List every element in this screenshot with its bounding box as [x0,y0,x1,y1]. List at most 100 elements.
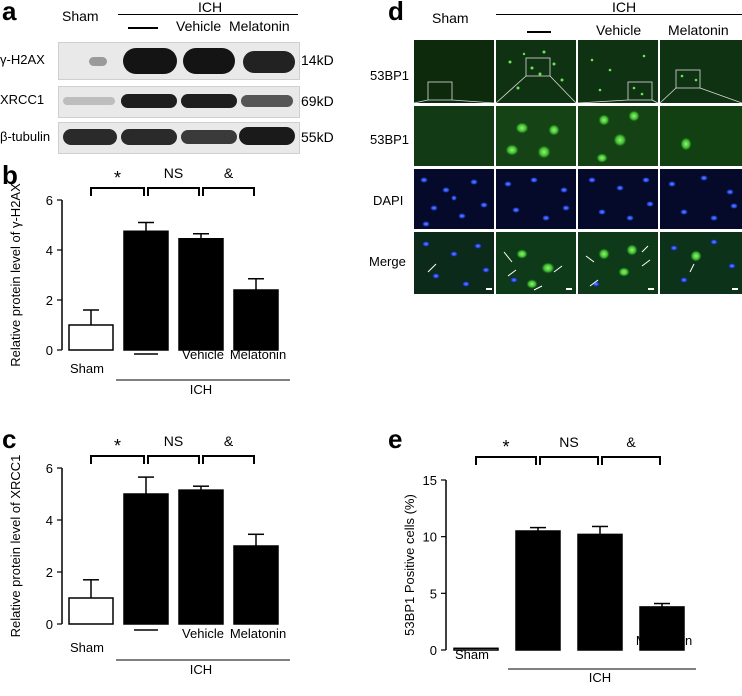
bar [233,289,279,351]
blot-strip-tubulin [58,122,300,154]
bar [453,647,499,651]
group-label: ICH [589,670,611,685]
micro-melatonin-label: Melatonin [668,22,729,38]
y-tick-label: 0 [46,617,53,632]
significance-bracket [539,456,599,465]
significance-label: NS [164,433,183,449]
blue-nuclei [420,175,738,287]
y-tick-label: 2 [46,293,53,308]
wb-row-label: γ-H2AX [0,52,45,67]
significance-bracket [147,455,200,464]
panel-letter-c: c [2,424,17,454]
y-tick-label: 0 [46,343,53,358]
bar-chart-e: 0 5 10 15 53BP1 Positive cells (%) * NS & Sham Ve… [402,434,696,685]
significance-label: * [114,168,121,188]
scale-bars [486,288,738,290]
wb-row-label: β-tubulin [0,129,51,144]
bar [178,489,224,625]
bar [123,493,169,625]
significance-bracket [90,187,145,196]
merge-green-nuclei [516,244,702,289]
y-tick-label: 6 [46,461,53,476]
wb-kd-label: 14kD [301,52,334,68]
significance-bracket [202,187,255,196]
x-category-label: Sham [70,361,104,376]
significance-label: NS [164,165,183,181]
bar-chart-b: 0 2 4 6 Relative protein level of γ-H2AX * NS &… [8,165,290,397]
bar [68,324,114,351]
bar [515,530,561,651]
blot-strip-xrcc1 [58,86,300,118]
wb-kd-label: 69kD [301,93,334,109]
micro-tiles [414,40,742,294]
grid-separators [414,40,742,294]
significance-bracket [90,455,145,464]
bar [123,230,169,351]
micro-sham-label: Sham [432,10,469,26]
y-axis-label: 53BP1 Positive cells (%) [402,494,417,636]
wb-melatonin-label: Melatonin [229,18,290,34]
significance-bracket [475,456,537,465]
bar [68,597,114,625]
y-axis-label: Relative protein level of XRCC1 [8,455,23,638]
y-tick-label: 4 [46,243,53,258]
x-category-label: Vehicle [182,347,224,362]
blot-strip-h2ax [58,42,300,80]
panel-letter-a: a [2,0,17,26]
wb-vehicle-label: Vehicle [176,18,222,34]
significance-label: * [502,437,509,457]
wb-row-label: XRCC1 [0,92,45,107]
y-tick-label: 10 [423,530,437,545]
significance-label: & [224,165,234,181]
significance-label: NS [559,434,578,450]
y-tick-label: 6 [46,193,53,208]
foci-dots [508,50,698,96]
group-label: ICH [190,382,212,397]
bar [178,238,224,351]
y-tick-label: 5 [430,586,437,601]
group-label: ICH [190,662,212,677]
micro-row-label: 53BP1 [370,132,410,147]
wb-ich-line [118,14,298,15]
wb-dash-line [128,27,158,29]
significance-bracket [202,455,255,464]
x-category-label: Sham [455,647,489,662]
panel-letter-b: b [2,160,18,190]
micro-vehicle-label: Vehicle [596,22,642,38]
y-tick-label: 2 [46,565,53,580]
panel-letter-d: d [388,0,404,26]
micro-ich-label: ICH [612,0,637,15]
significance-label: & [626,434,636,450]
x-category-label: Vehicle [182,626,224,641]
bar [639,606,685,651]
y-axis-label: Relative protein level of γ-H2AX [8,183,23,367]
micro-row-label: Merge [369,254,406,269]
zoom-boxes [414,57,742,104]
x-category-label: Melatonin [636,633,692,648]
x-category-label: Vehicle [581,633,623,648]
bar-chart-c: 0 2 4 6 Relative protein level of XRCC1 * NS & S… [8,433,290,677]
panel-letter-e: e [388,424,403,454]
micro-dash-line [527,31,551,33]
micro-row-label: DAPI [373,193,404,208]
x-category-label: Melatonin [230,626,286,641]
micro-row-label: 53BP1 [370,68,410,83]
significance-bracket [601,456,661,465]
y-tick-label: 4 [46,513,53,528]
green-nuclei [505,110,692,163]
micrograph-grid [414,40,742,294]
significance-label: & [224,433,234,449]
significance-bracket [147,187,200,196]
arrow-markers [427,245,695,291]
wb-ich-label: ICH [198,0,223,15]
wb-kd-label: 55kD [301,129,334,145]
x-category-label: Sham [70,640,104,655]
y-tick-label: 0 [430,643,437,658]
bar [233,545,279,625]
significance-label: * [114,436,121,456]
y-tick-label: 15 [423,473,437,488]
bar [577,533,623,651]
micro-ich-line [496,14,742,15]
x-category-label: Melatonin [230,347,286,362]
wb-sham-label: Sham [62,8,99,24]
